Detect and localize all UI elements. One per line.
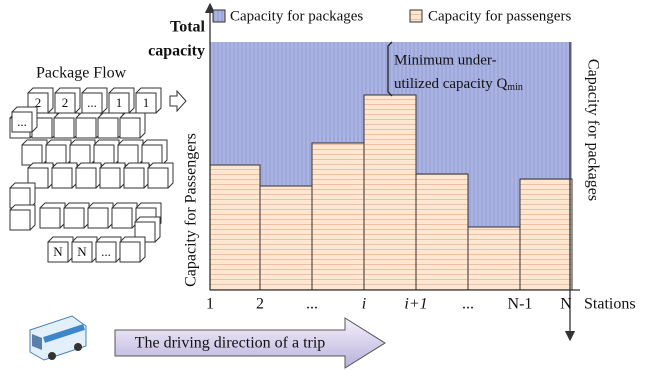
package-face bbox=[120, 242, 140, 262]
annotation: Minimum under- bbox=[394, 52, 497, 68]
package bbox=[148, 163, 173, 188]
package-face bbox=[98, 118, 118, 138]
package bbox=[76, 113, 101, 138]
package-label: N bbox=[77, 244, 87, 259]
package bbox=[120, 113, 145, 138]
package-face bbox=[10, 210, 30, 230]
x-labels: 1 2... i i+1... N-1 N bbox=[206, 296, 572, 313]
package-label: 1 bbox=[116, 95, 123, 110]
direction-label: The driving direction of a trip bbox=[135, 335, 326, 352]
package: 2 bbox=[55, 88, 80, 113]
package-label: N bbox=[53, 244, 63, 259]
package bbox=[76, 163, 101, 188]
package-face bbox=[52, 168, 72, 188]
package bbox=[52, 163, 77, 188]
package-face bbox=[142, 145, 162, 165]
package bbox=[54, 113, 79, 138]
package bbox=[88, 203, 113, 228]
legend-label: Capacity for passengers bbox=[428, 8, 571, 24]
annotation: utilized capacity Qmin bbox=[394, 76, 523, 93]
package-face bbox=[112, 208, 132, 228]
package bbox=[46, 140, 71, 165]
package-face bbox=[124, 168, 144, 188]
package: 1 bbox=[109, 88, 134, 113]
package bbox=[124, 163, 149, 188]
package-flow-title: Package Flow bbox=[36, 65, 127, 82]
package bbox=[40, 203, 65, 228]
x-label: ... bbox=[306, 296, 318, 313]
package-label: ... bbox=[17, 114, 27, 129]
package-label: ... bbox=[87, 95, 97, 110]
legend-label: Capacity for packages bbox=[230, 8, 363, 24]
package-label: 2 bbox=[62, 95, 69, 110]
package bbox=[142, 140, 167, 165]
title: capacity bbox=[148, 43, 205, 60]
x-label: 1 bbox=[206, 296, 214, 313]
package-face bbox=[46, 145, 66, 165]
package bbox=[100, 163, 125, 188]
package-face bbox=[120, 118, 140, 138]
package-face bbox=[40, 208, 60, 228]
title: Total bbox=[170, 19, 206, 36]
legend-swatch bbox=[410, 10, 422, 22]
package-face bbox=[118, 145, 138, 165]
legend-swatch bbox=[213, 10, 225, 22]
package-face bbox=[54, 118, 74, 138]
capacity-bars bbox=[210, 42, 572, 290]
package-face bbox=[148, 168, 168, 188]
package-face bbox=[76, 168, 96, 188]
y-axis-label: Capacity for Passengers bbox=[183, 133, 200, 287]
package bbox=[10, 183, 35, 208]
package-face bbox=[22, 145, 42, 165]
package bbox=[10, 205, 35, 230]
x-label: 2 bbox=[256, 296, 264, 313]
x-label: N-1 bbox=[508, 296, 533, 313]
package bbox=[94, 140, 119, 165]
x-label: i+1 bbox=[404, 296, 427, 313]
x-axis-label: Stations bbox=[584, 296, 636, 313]
bus-icon bbox=[30, 316, 86, 360]
y2-axis-label: Capacity for packages bbox=[584, 59, 601, 201]
package-face bbox=[76, 118, 96, 138]
package: ... bbox=[82, 88, 107, 113]
package-face bbox=[88, 208, 108, 228]
package bbox=[112, 203, 137, 228]
package bbox=[120, 237, 145, 262]
package bbox=[118, 140, 143, 165]
package-face bbox=[64, 208, 84, 228]
package: N bbox=[72, 237, 97, 262]
package-face bbox=[70, 145, 90, 165]
package: 1 bbox=[136, 88, 161, 113]
diagram: Capacity for packages Capacity for passe… bbox=[0, 0, 645, 370]
package bbox=[22, 140, 47, 165]
package-face bbox=[94, 145, 114, 165]
package-label: ... bbox=[101, 244, 111, 259]
package-face bbox=[100, 168, 120, 188]
x-label: ... bbox=[462, 296, 474, 313]
package: ... bbox=[12, 107, 37, 132]
x-label: i bbox=[362, 296, 366, 313]
flow-arrow bbox=[170, 91, 186, 111]
package: N bbox=[48, 237, 73, 262]
x-label: N bbox=[560, 296, 572, 313]
package bbox=[70, 140, 95, 165]
package: ... bbox=[96, 237, 121, 262]
package-label: 1 bbox=[143, 95, 150, 110]
package bbox=[98, 113, 123, 138]
package bbox=[64, 203, 89, 228]
